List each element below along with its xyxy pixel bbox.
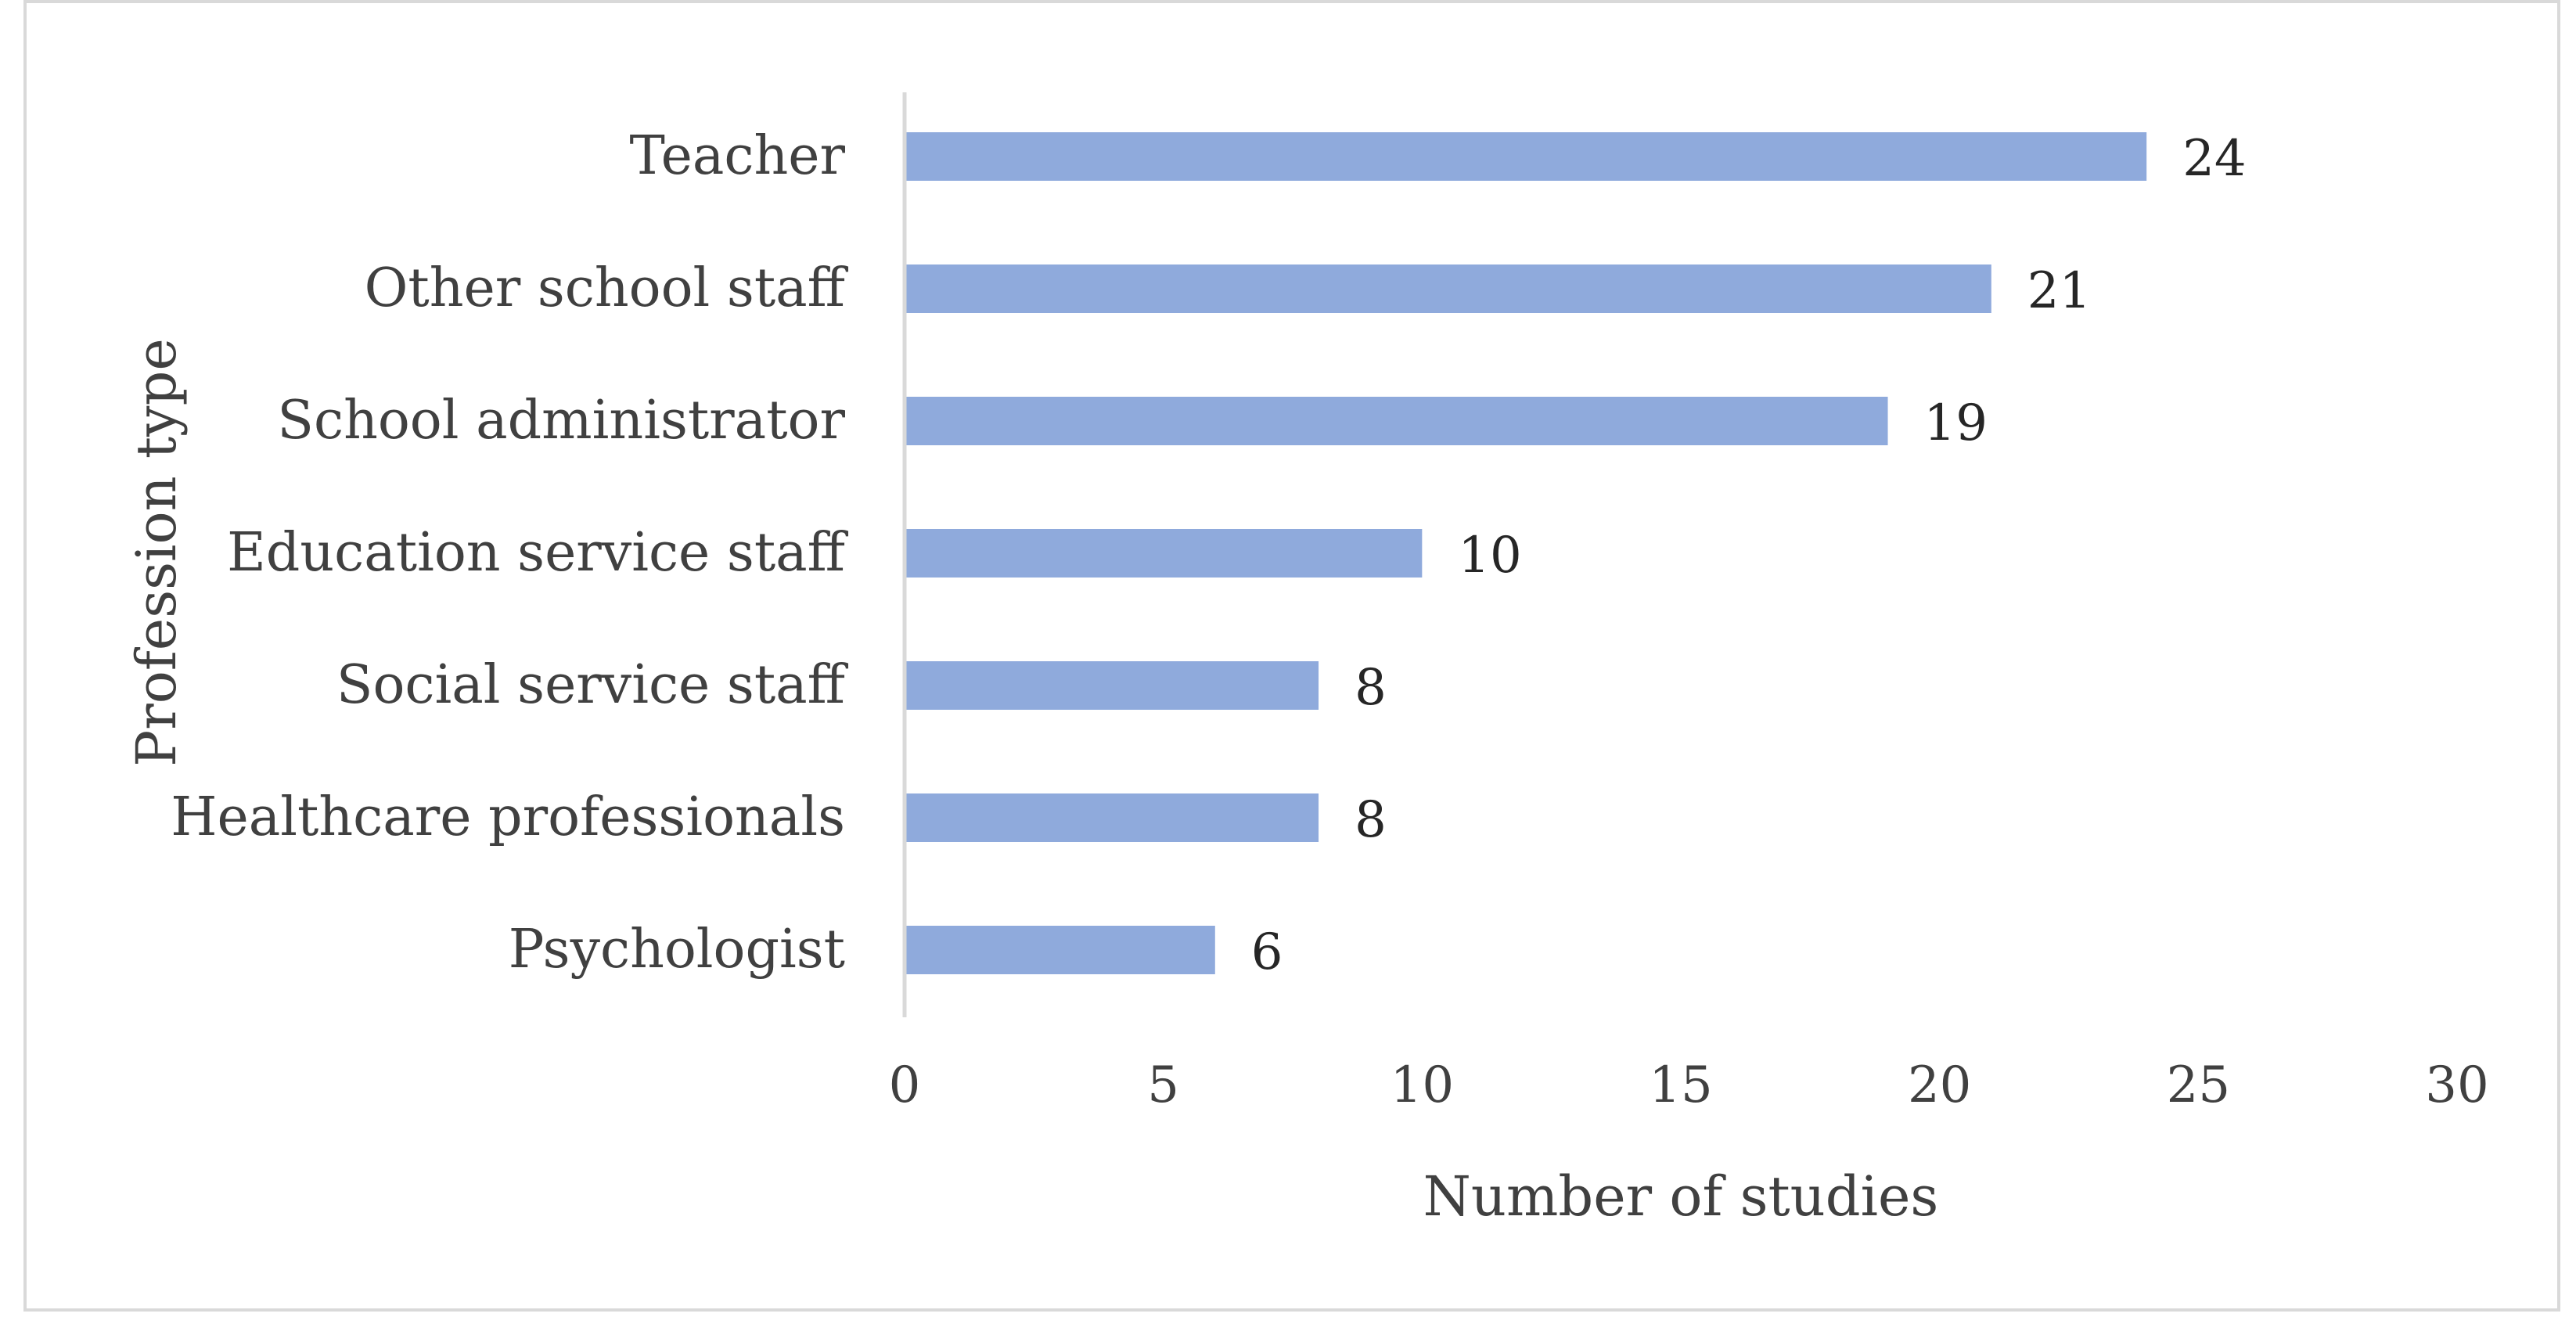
x-tick-label-30: 30 bbox=[2425, 1056, 2488, 1114]
x-tick-label-10: 10 bbox=[1391, 1056, 1454, 1114]
bar-healthcare-professionals bbox=[905, 793, 1319, 842]
bar-education-service-staff bbox=[905, 529, 1423, 578]
category-label-healthcare-professionals: Healthcare professionals bbox=[171, 786, 845, 848]
bars-group bbox=[905, 132, 2147, 974]
bar-psychologist bbox=[905, 926, 1215, 974]
value-label-education-service-staff: 10 bbox=[1458, 527, 1521, 585]
x-tick-label-15: 15 bbox=[1649, 1056, 1712, 1114]
bar-school-administrator bbox=[905, 397, 1888, 445]
bar-social-service-staff bbox=[905, 661, 1319, 710]
x-tick-label-5: 5 bbox=[1147, 1056, 1179, 1114]
value-label-psychologist: 6 bbox=[1251, 923, 1283, 981]
x-axis-title: Number of studies bbox=[1423, 1164, 1939, 1229]
category-label-psychologist: Psychologist bbox=[509, 919, 845, 981]
category-label-teacher: Teacher bbox=[630, 125, 846, 187]
value-labels-group: 24 21 19 10 8 8 6 bbox=[1251, 130, 2247, 981]
category-labels-group: Teacher Other school staff School administ… bbox=[171, 125, 848, 981]
value-label-other-school-staff: 21 bbox=[2027, 262, 2091, 320]
category-label-education-service-staff: Education service staff bbox=[227, 522, 849, 584]
value-label-healthcare-professionals: 8 bbox=[1355, 791, 1387, 849]
x-tick-labels-group: 0 5 10 15 20 25 30 bbox=[889, 1056, 2489, 1114]
value-label-teacher: 24 bbox=[2182, 130, 2246, 188]
value-label-school-administrator: 19 bbox=[1924, 394, 1988, 452]
value-label-social-service-staff: 8 bbox=[1355, 659, 1387, 717]
category-label-social-service-staff: Social service staff bbox=[336, 654, 849, 716]
x-tick-label-25: 25 bbox=[2167, 1056, 2230, 1114]
category-label-school-administrator: School administrator bbox=[277, 390, 845, 452]
x-tick-label-20: 20 bbox=[1908, 1056, 1971, 1114]
category-label-other-school-staff: Other school staff bbox=[365, 257, 849, 319]
chart-frame bbox=[23, 0, 2560, 1312]
x-tick-label-0: 0 bbox=[889, 1056, 921, 1114]
bar-teacher bbox=[905, 132, 2147, 181]
bar-other-school-staff bbox=[905, 264, 1991, 313]
y-axis-title: Profession type bbox=[124, 338, 189, 767]
